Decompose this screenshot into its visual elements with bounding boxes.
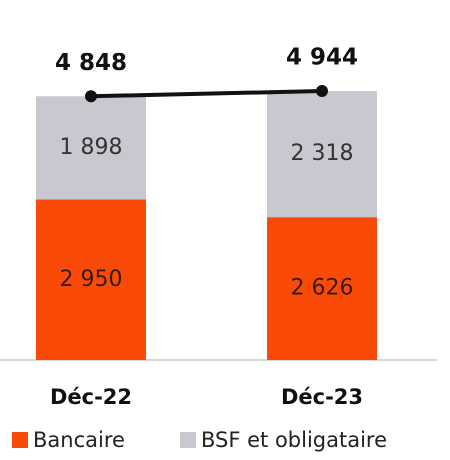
bar-segment (36, 96, 146, 200)
legend-label: Bancaire (33, 428, 125, 452)
total-marker (316, 85, 328, 98)
legend-swatch (180, 432, 196, 448)
value-label: 2 950 (60, 267, 123, 292)
x-tick-label: Déc-22 (50, 385, 132, 409)
x-tick-label: Déc-23 (281, 385, 363, 409)
bar-segment (267, 91, 377, 218)
value-label: 2 626 (291, 276, 354, 301)
bar-segment (36, 199, 146, 360)
total-line (90, 89, 323, 99)
legend-label: BSF et obligataire (201, 428, 387, 452)
total-label: 4 944 (286, 45, 358, 71)
legend-swatch (12, 432, 28, 448)
value-label: 2 318 (291, 141, 354, 166)
total-marker (85, 90, 97, 103)
value-label: 1 898 (60, 135, 123, 160)
bar-segment (267, 217, 377, 360)
total-label: 4 848 (55, 50, 127, 76)
